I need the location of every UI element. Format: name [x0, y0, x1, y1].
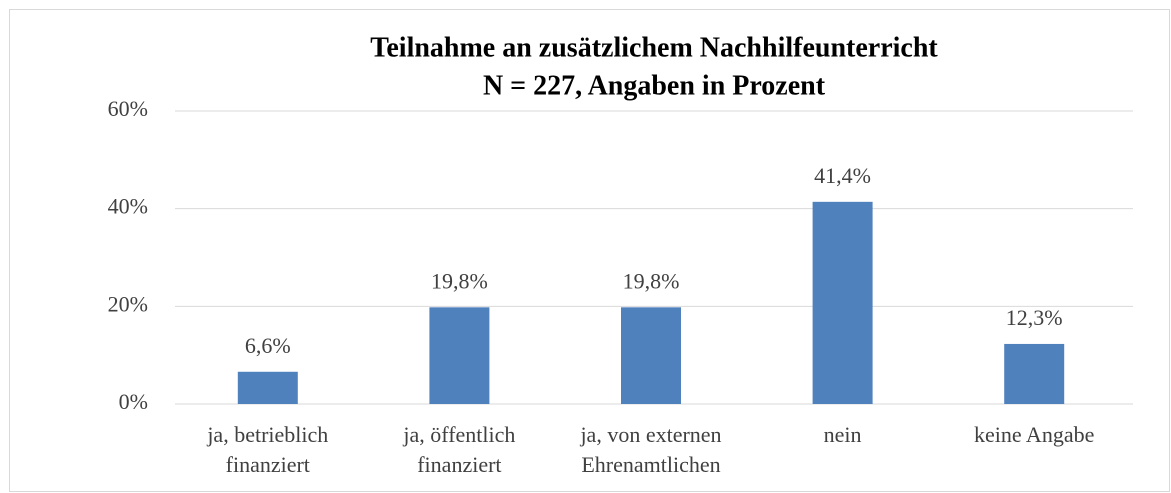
x-tick-label-box: nein	[823, 422, 862, 447]
bar	[621, 307, 681, 404]
bar	[237, 371, 298, 404]
x-tick-label: keine Angabe	[974, 422, 1095, 447]
chart-title: Teilnahme an zusätzlichem Nachhilfeunter…	[370, 32, 938, 63]
bar	[1004, 343, 1065, 404]
x-tick-label: ja, öffentlich finanziert	[403, 422, 516, 477]
y-tick-label: 60%	[108, 96, 148, 121]
x-tick-label-box: ja, betrieblich finanziert	[207, 422, 329, 477]
y-tick-label: 20%	[108, 291, 148, 316]
data-label: 41,4%	[814, 163, 871, 188]
x-tick-label-box: ja, öffentlich finanziert	[403, 422, 516, 477]
x-tick-label: nein	[823, 422, 862, 447]
bar	[812, 201, 873, 404]
x-tick-label: ja, von externen Ehrenamtlichen	[580, 422, 722, 477]
chart-subtitle: N = 227, Angaben in Prozent	[483, 70, 826, 101]
x-tick-label: ja, betrieblich finanziert	[207, 422, 329, 477]
data-label: 6,6%	[245, 333, 291, 358]
y-tick-label: 40%	[108, 194, 148, 219]
data-label: 19,8%	[431, 268, 488, 293]
data-label: 12,3%	[1006, 305, 1063, 330]
data-label: 19,8%	[623, 268, 680, 293]
x-tick-label-box: ja, von externen Ehrenamtlichen	[580, 422, 722, 477]
bar	[429, 307, 490, 404]
x-tick-label-box: keine Angabe	[974, 422, 1095, 447]
y-tick-label: 0%	[119, 389, 148, 414]
chart-frame	[9, 9, 1170, 492]
